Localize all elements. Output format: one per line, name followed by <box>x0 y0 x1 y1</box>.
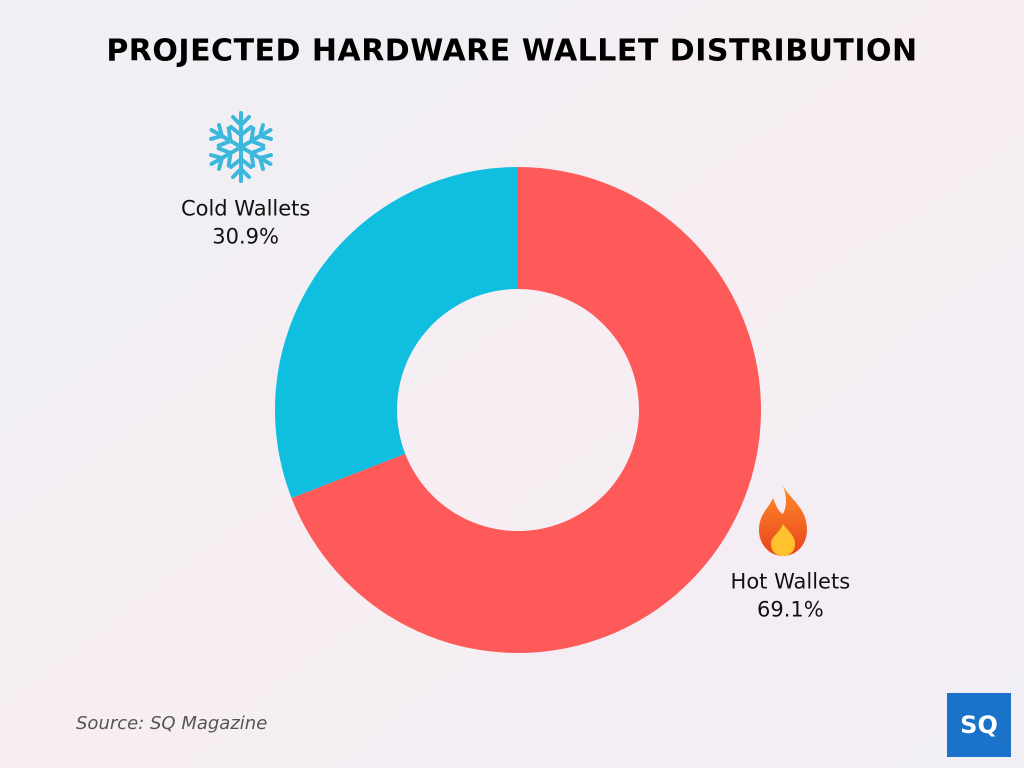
snowflake-icon <box>209 111 273 183</box>
value-label: 69.1% <box>757 597 824 621</box>
logo-box <box>947 693 1011 757</box>
slice-label: Hot Wallets <box>731 569 851 593</box>
source: Source: SQ Magazine <box>76 713 267 734</box>
value-label: 30.9% <box>212 225 279 249</box>
logo: SQ <box>960 711 998 739</box>
chart-title: PROJECTED HARDWARE WALLET DISTRIBUTION <box>106 34 917 69</box>
slice <box>274 167 518 499</box>
donut <box>274 167 761 653</box>
fire-icon <box>759 486 807 556</box>
slice-label: Cold Wallets <box>181 197 310 221</box>
slice <box>291 167 761 653</box>
